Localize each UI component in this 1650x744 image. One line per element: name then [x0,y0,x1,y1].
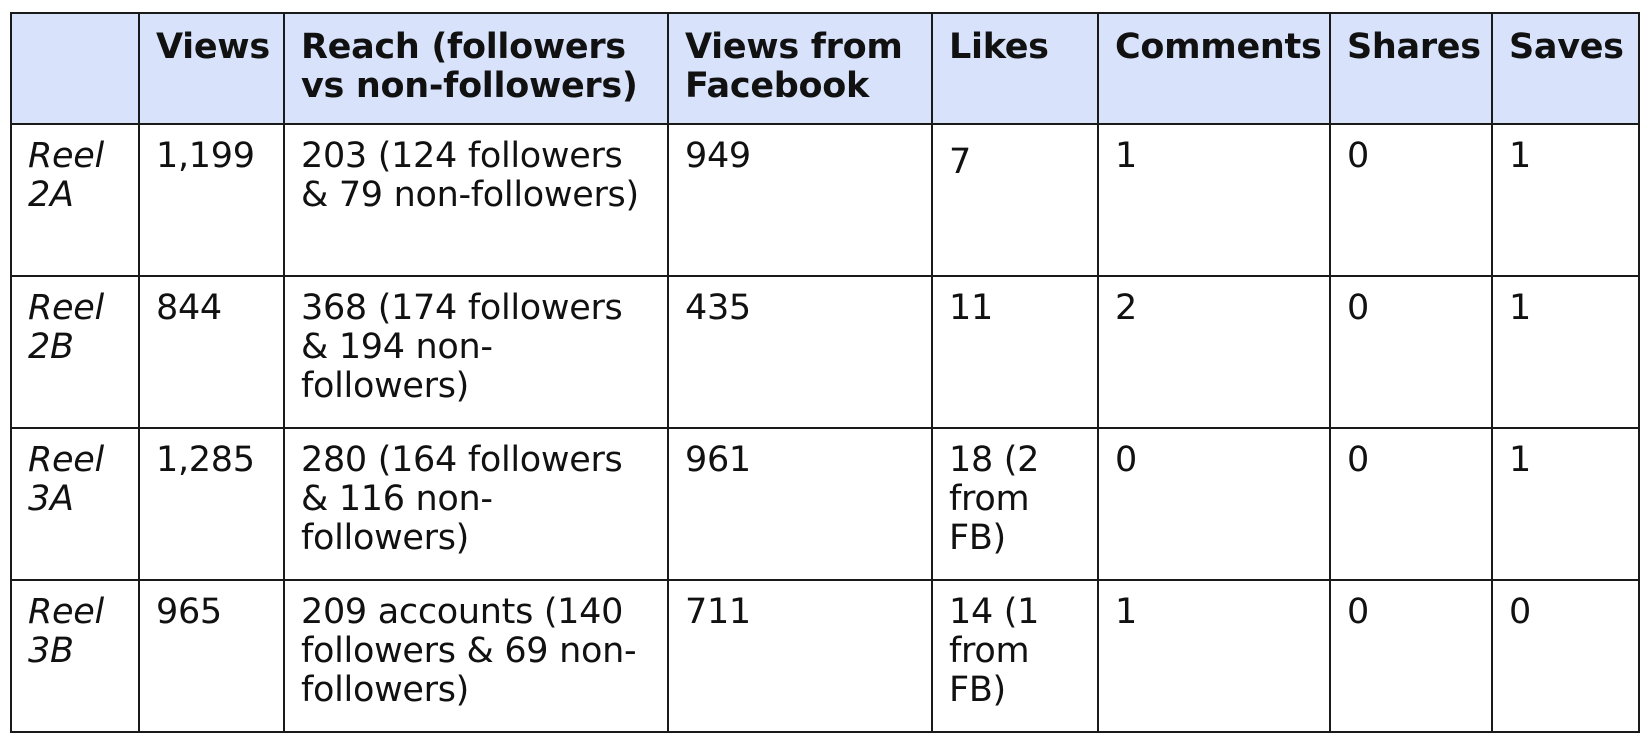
header-views: Views [138,12,285,125]
row-label-reel-2a: Reel 2A [10,123,140,277]
comments-cell: 0 [1097,427,1331,581]
table-row: Reel 2A 1,199 203 (124 followers & 79 no… [10,123,1640,277]
views-cell: 965 [138,579,285,733]
header-corner-cell [10,12,140,125]
reel-stats-table-container: Views Reach (followers vs non-followers)… [10,12,1640,733]
header-likes: Likes [931,12,1099,125]
reach-cell: 203 (124 followers & 79 non-followers) [283,123,669,277]
shares-cell: 0 [1329,123,1493,277]
shares-cell: 0 [1329,579,1493,733]
views-from-facebook-cell: 961 [667,427,933,581]
header-views-from-facebook: Views from Facebook [667,12,933,125]
row-label-reel-2b: Reel 2B [10,275,140,429]
header-shares: Shares [1329,12,1493,125]
row-label-reel-3a: Reel 3A [10,427,140,581]
saves-cell: 1 [1491,427,1640,581]
table-row: Reel 3A 1,285 280 (164 followers & 116 n… [10,427,1640,581]
likes-cell: 18 (2 from FB) [931,427,1099,581]
header-reach: Reach (followers vs non-followers) [283,12,669,125]
header-comments: Comments [1097,12,1331,125]
comments-cell: 2 [1097,275,1331,429]
reel-stats-table: Views Reach (followers vs non-followers)… [10,12,1640,733]
saves-cell: 0 [1491,579,1640,733]
views-from-facebook-cell: 949 [667,123,933,277]
row-label-reel-3b: Reel 3B [10,579,140,733]
comments-cell: 1 [1097,123,1331,277]
likes-cell: 11 [931,275,1099,429]
views-from-facebook-cell: 435 [667,275,933,429]
saves-cell: 1 [1491,123,1640,277]
likes-cell: 7 [931,123,1099,277]
views-cell: 844 [138,275,285,429]
likes-cell: 14 (1 from FB) [931,579,1099,733]
saves-cell: 1 [1491,275,1640,429]
table-row: Reel 2B 844 368 (174 followers & 194 non… [10,275,1640,429]
header-saves: Saves [1491,12,1640,125]
views-cell: 1,199 [138,123,285,277]
views-from-facebook-cell: 711 [667,579,933,733]
views-cell: 1,285 [138,427,285,581]
shares-cell: 0 [1329,427,1493,581]
table-row: Reel 3B 965 209 accounts (140 followers … [10,579,1640,733]
header-row: Views Reach (followers vs non-followers)… [10,12,1640,125]
shares-cell: 0 [1329,275,1493,429]
reach-cell: 209 accounts (140 followers & 69 non-fol… [283,579,669,733]
reach-cell: 280 (164 followers & 116 non-followers) [283,427,669,581]
comments-cell: 1 [1097,579,1331,733]
reach-cell: 368 (174 followers & 194 non-followers) [283,275,669,429]
